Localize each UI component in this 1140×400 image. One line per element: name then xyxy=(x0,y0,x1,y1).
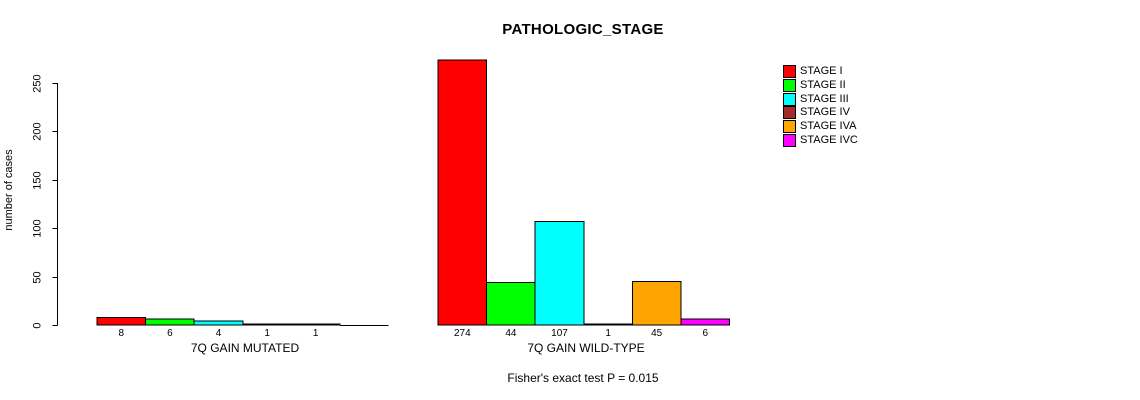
legend: STAGE I STAGE II STAGE III STAGE IV STAGE IV… xyxy=(783,65,858,147)
bar-stage-i xyxy=(96,316,147,326)
legend-color-swatch xyxy=(783,120,796,134)
bar-value-label: 4 xyxy=(216,328,222,339)
y-tick-label: 0 xyxy=(32,322,44,328)
y-tick-label: 150 xyxy=(32,171,44,189)
legend-item-label: STAGE I xyxy=(800,65,843,78)
bar-stage-ii xyxy=(145,318,195,326)
bar-stage-iva xyxy=(290,323,341,326)
legend-item: STAGE II xyxy=(783,79,858,93)
legend-item-label: STAGE IVC xyxy=(800,133,858,146)
bar-stage-iva xyxy=(631,280,682,326)
chart-title: PATHOLOGIC_STAGE xyxy=(502,21,664,38)
bar-stage-ii xyxy=(486,281,536,326)
bar-stage-iii xyxy=(534,220,585,326)
bar-stage-iv xyxy=(583,323,633,326)
bar-value-label: 6 xyxy=(167,328,173,339)
bar-stage-iii xyxy=(193,320,244,326)
x-group-label-mutated: 7Q GAIN MUTATED xyxy=(190,341,300,355)
bar-value-label: 6 xyxy=(703,328,709,339)
legend-color-swatch xyxy=(783,133,796,147)
legend-item: STAGE IV xyxy=(783,106,858,120)
legend-color-swatch xyxy=(783,79,796,93)
legend-item: STAGE I xyxy=(783,65,858,79)
y-tick-label: 250 xyxy=(32,74,44,92)
bar-value-label: 1 xyxy=(264,328,270,339)
bar-value-label: 1 xyxy=(313,328,319,339)
legend-color-swatch xyxy=(783,65,796,79)
bar-stage-ivc xyxy=(680,318,731,326)
bar-value-label: 274 xyxy=(454,328,471,339)
legend-item-label: STAGE III xyxy=(800,92,849,105)
bar-value-label: 1 xyxy=(605,328,611,339)
legend-color-swatch xyxy=(783,92,796,106)
bar-value-label: 44 xyxy=(505,328,517,339)
x-group-label-wild-type: 7Q GAIN WILD-TYPE xyxy=(527,341,645,355)
legend-item: STAGE III xyxy=(783,92,858,106)
legend-item-label: STAGE II xyxy=(800,79,846,92)
legend-item-label: STAGE IV xyxy=(800,106,850,119)
y-tick-label: 50 xyxy=(32,271,44,283)
legend-color-swatch xyxy=(783,106,796,120)
legend-item: STAGE IVA xyxy=(783,120,858,134)
bar-stage-iv xyxy=(242,323,292,326)
fisher-test-annotation: Fisher's exact test P = 0.015 xyxy=(507,371,659,385)
legend-item: STAGE IVC xyxy=(783,133,858,147)
y-tick-label: 100 xyxy=(32,219,44,237)
y-tick-label: 200 xyxy=(32,122,44,140)
bar-stage-i xyxy=(437,59,488,326)
bar-value-label: 8 xyxy=(119,328,125,339)
bar-value-label: 45 xyxy=(651,328,663,339)
legend-item-label: STAGE IVA xyxy=(800,120,857,133)
bar-value-label: 107 xyxy=(551,328,568,339)
y-axis-title: number of cases xyxy=(3,149,15,231)
